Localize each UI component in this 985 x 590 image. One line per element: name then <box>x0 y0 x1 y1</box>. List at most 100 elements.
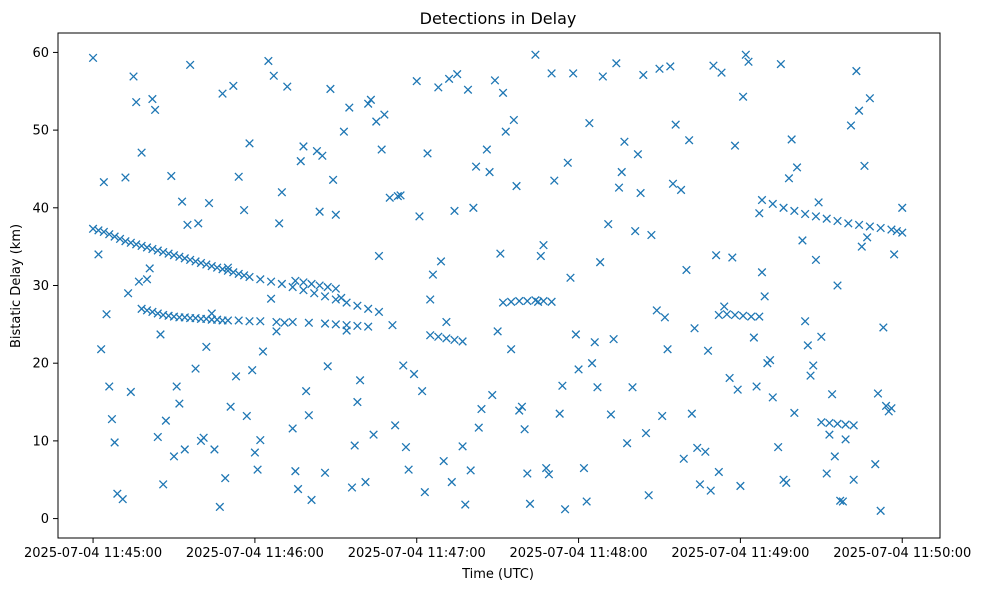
data-point <box>887 403 896 413</box>
data-point <box>606 410 616 419</box>
data-point <box>436 257 446 266</box>
data-point <box>466 466 475 475</box>
data-point <box>773 442 783 452</box>
data-point <box>806 371 815 380</box>
data-point <box>854 106 864 115</box>
data-point <box>366 95 376 105</box>
data-point <box>385 193 395 202</box>
data-point <box>331 295 341 304</box>
data-point <box>420 487 430 497</box>
data-point <box>245 272 254 282</box>
data-point <box>862 233 872 242</box>
data-point <box>123 289 133 298</box>
data-point <box>725 373 734 383</box>
data-point <box>320 468 330 477</box>
data-point <box>169 452 179 461</box>
x-axis-label: Time (UTC) <box>461 567 534 582</box>
data-point <box>752 382 761 391</box>
data-point <box>447 477 457 487</box>
data-point <box>790 206 799 216</box>
data-point <box>871 459 880 469</box>
data-point <box>145 264 154 273</box>
data-point <box>558 381 567 390</box>
data-point <box>609 334 618 344</box>
data-point <box>547 69 556 78</box>
data-point <box>309 289 319 298</box>
data-point <box>854 220 864 230</box>
data-point <box>169 250 179 260</box>
data-point <box>415 212 424 221</box>
data-point <box>156 330 165 339</box>
data-point <box>822 469 831 478</box>
data-point <box>223 263 233 272</box>
data-point <box>622 438 632 448</box>
data-point <box>876 223 885 233</box>
data-point <box>655 64 664 73</box>
data-point <box>207 309 217 318</box>
data-point <box>175 252 184 262</box>
data-point <box>779 203 788 213</box>
data-point <box>833 419 842 429</box>
data-point <box>104 229 114 239</box>
data-point <box>299 142 308 151</box>
data-point <box>331 320 341 329</box>
data-point <box>682 265 691 275</box>
data-point <box>288 424 297 433</box>
data-point <box>256 316 265 326</box>
data-point <box>369 430 378 439</box>
data-point <box>312 146 322 156</box>
data-point <box>363 304 373 314</box>
data-point <box>161 416 171 425</box>
y-tick-label: 40 <box>32 201 49 216</box>
data-point <box>137 304 146 314</box>
data-point <box>563 158 573 168</box>
data-point <box>555 409 564 418</box>
data-point <box>107 414 117 424</box>
data-point <box>590 337 600 347</box>
data-point <box>299 278 308 287</box>
x-tick-label: 2025-07-04 11:45:00 <box>24 546 162 561</box>
data-point <box>722 309 732 319</box>
data-point <box>164 249 173 258</box>
data-point <box>320 292 330 301</box>
data-point <box>323 362 332 371</box>
data-point <box>814 198 823 207</box>
data-point <box>776 59 786 69</box>
y-tick-label: 60 <box>32 46 49 61</box>
data-point <box>94 250 103 259</box>
data-point <box>539 240 548 250</box>
data-point <box>657 411 667 421</box>
data-point <box>363 322 373 331</box>
data-point <box>99 227 109 237</box>
data-point <box>339 127 349 136</box>
y-tick-label: 30 <box>32 279 49 294</box>
data-point <box>353 321 362 331</box>
data-point <box>652 306 662 315</box>
data-point <box>822 214 831 223</box>
data-point <box>183 220 192 230</box>
data-point <box>180 254 190 263</box>
data-point <box>765 355 775 365</box>
data-point <box>315 281 324 290</box>
data-point <box>288 282 297 292</box>
data-point <box>175 399 184 408</box>
data-point <box>889 250 899 259</box>
data-point <box>253 465 262 474</box>
data-point <box>180 445 190 454</box>
data-point <box>245 316 254 326</box>
data-point <box>787 135 796 144</box>
data-point <box>566 273 575 282</box>
data-point <box>469 203 478 213</box>
data-point <box>137 241 146 251</box>
data-point <box>296 156 306 166</box>
data-point <box>639 70 648 80</box>
data-point <box>347 483 357 492</box>
data-point <box>336 293 346 303</box>
data-point <box>223 316 233 325</box>
data-point <box>442 334 451 343</box>
data-point <box>668 179 678 188</box>
data-point <box>679 454 689 464</box>
data-point <box>204 198 214 208</box>
